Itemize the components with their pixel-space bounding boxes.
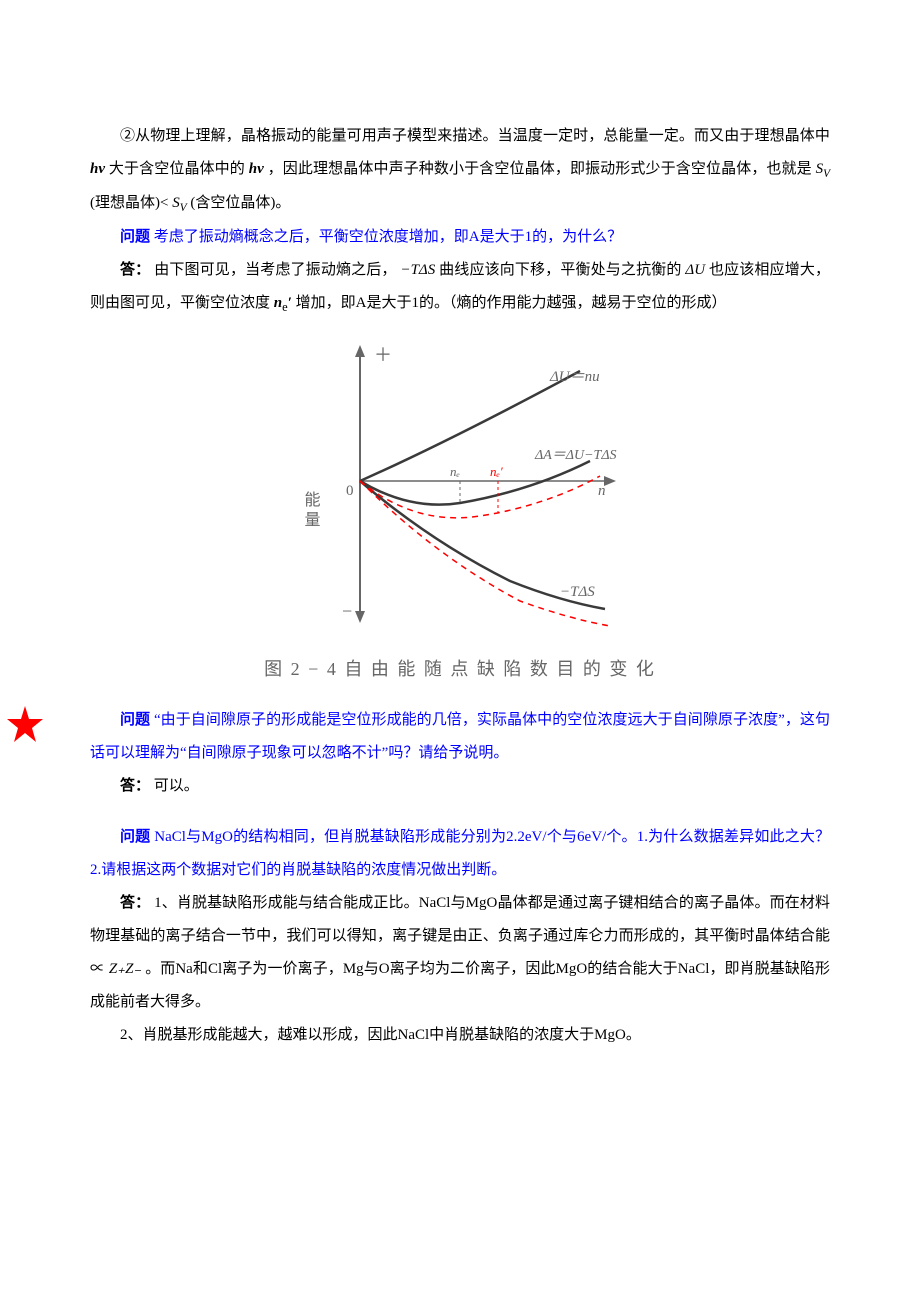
ne-label: nₑ (450, 464, 460, 479)
p1-mid1: 大于含空位晶体中的 (109, 161, 249, 177)
p1-svsub2: V (180, 202, 187, 214)
line-tds-label: −TΔS (560, 584, 595, 600)
figure-caption: 图 2 − 4 自 由 能 随 点 缺 陷 数 目 的 变 化 (90, 650, 830, 690)
q1-text: 考虑了振动熵概念之后，平衡空位浓度增加，即A是大于1的，为什么？ (154, 229, 622, 245)
page-content: ②从物理上理解，晶格振动的能量可用声子模型来描述。当温度一定时，总能量一定。而又… (0, 0, 920, 1132)
a1-du: ΔU (685, 262, 705, 278)
q2-text: “由于自间隙原子的形成能是空位形成能的几倍，实际晶体中的空位浓度远大于自间隙原子… (90, 712, 830, 761)
a1-dts: −TΔS (400, 262, 435, 278)
curve-delta-a (360, 461, 590, 505)
question-2-block: 问题 “由于自间隙原子的形成能是空位形成能的几倍，实际晶体中的空位浓度远大于自间… (90, 704, 830, 770)
a1-t2: 曲线应该向下移，平衡处与之抗衡的 (439, 262, 685, 278)
question-1: 问题 考虑了振动熵概念之后，平衡空位浓度增加，即A是大于1的，为什么？ (90, 221, 830, 254)
y-axis-label: 能 量 (302, 491, 321, 527)
p1-sv2: S (172, 195, 180, 211)
figure-svg: ＋ − 能 量 0 ΔU＝nu ΔA＝ΔU−TΔS −TΔS n nₑ nₑ′ (250, 331, 670, 631)
question-2: 问题 “由于自间隙原子的形成能是空位形成能的几倍，实际晶体中的空位浓度远大于自间… (90, 704, 830, 770)
curve-tds-shifted (360, 481, 610, 626)
p1-svsub1: V (823, 168, 830, 180)
x-axis-arrow-icon (604, 476, 616, 486)
q2-label: 问题 (120, 712, 150, 728)
paragraph-1: ②从物理上理解，晶格振动的能量可用声子模型来描述。当温度一定时，总能量一定。而又… (90, 120, 830, 221)
answer-3-p1: 答： 1、肖脱基缺陷形成能与结合能成正比。NaCl与MgO晶体都是通过离子键相结… (90, 887, 830, 1019)
question-3: 问题 NaCl与MgO的结构相同，但肖脱基缺陷形成能分别为2.2eV/个与6eV… (90, 821, 830, 887)
answer-1: 答： 由下图可见，当考虑了振动熵之后， −TΔS 曲线应该向下移，平衡处与之抗衡… (90, 254, 830, 322)
ne-prime-label: nₑ′ (490, 464, 503, 479)
y-axis-arrow-icon (355, 345, 365, 357)
a2-text: 可以。 (154, 778, 199, 794)
star-icon (5, 704, 45, 744)
origin-label: 0 (346, 483, 354, 499)
line-u-label: ΔU＝nu (549, 369, 600, 385)
p1-mid2: ，因此理想晶体中声子种数小于含空位晶体，即振动形式少于含空位晶体，也就是 (268, 161, 816, 177)
plus-label: ＋ (374, 345, 392, 365)
x-label: n (598, 483, 606, 499)
a1-t1: 由下图可见，当考虑了振动熵之后， (154, 262, 396, 278)
a2-label: 答： (120, 778, 150, 794)
a3-t2: 。而Na和Cl离子为一价离子，Mg与O离子均为二价离子，因此MgO的结合能大于N… (90, 961, 830, 1010)
p1-lead: ②从物理上理解，晶格振动的能量可用声子模型来描述。当温度一定时，总能量一定。而又… (120, 128, 830, 144)
figure-2-4: ＋ − 能 量 0 ΔU＝nu ΔA＝ΔU−TΔS −TΔS n nₑ nₑ′ (250, 331, 670, 644)
q3-label: 问题 (120, 829, 150, 845)
minus-label: − (342, 601, 352, 621)
answer-3-p2: 2、肖脱基形成能越大，越难以形成，因此NaCl中肖脱基缺陷的浓度大于MgO。 (90, 1019, 830, 1052)
y-axis-arrow-down-icon (355, 611, 365, 623)
p1-ideal: (理想晶体)< (90, 195, 172, 211)
spacer (90, 803, 830, 821)
a3-zz: Z₊Z₋ (109, 961, 142, 977)
a1-t4: 增加，即A是大于1的。（熵的作用能力越强，越易于空位的形成） (296, 295, 727, 311)
q3-text: NaCl与MgO的结构相同，但肖脱基缺陷形成能分别为2.2eV/个与6eV/个。… (90, 829, 830, 878)
p1-hv1: hν (90, 161, 105, 177)
a1-label: 答： (120, 262, 150, 278)
a3-t3: 2、肖脱基形成能越大，越难以形成，因此NaCl中肖脱基缺陷的浓度大于MgO。 (120, 1027, 641, 1043)
answer-2: 答： 可以。 (90, 770, 830, 803)
curve-delta-u (360, 371, 580, 481)
q1-label: 问题 (120, 229, 150, 245)
p1-hv2: hν (249, 161, 264, 177)
a1-ne-prime: ′ (288, 295, 292, 311)
a3-label: 答： (120, 895, 150, 911)
a1-ne: n (274, 295, 282, 311)
p1-vac: (含空位晶体)。 (190, 195, 290, 211)
line-a-label: ΔA＝ΔU−TΔS (534, 448, 617, 463)
